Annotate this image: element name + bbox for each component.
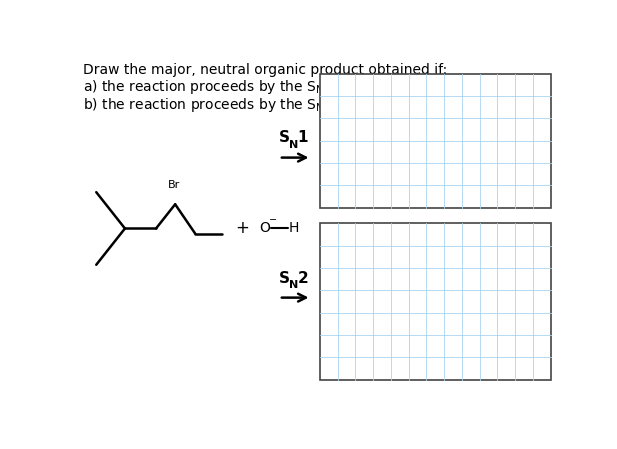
Text: Draw the major, neutral organic product obtained if:: Draw the major, neutral organic product … [83,62,447,76]
Text: $\mathbf{S}$: $\mathbf{S}$ [278,129,290,145]
Text: $\mathbf{2}$: $\mathbf{2}$ [297,269,308,286]
Text: Br: Br [168,180,180,190]
Text: H: H [289,221,299,235]
Text: a) the reaction proceeds by the $\mathregular{S_N}$1 mechanism;: a) the reaction proceeds by the $\mathre… [83,78,421,96]
Bar [320,223,550,379]
Text: $\mathbf{1}$: $\mathbf{1}$ [297,129,308,145]
Text: −: − [269,215,277,225]
Text: O: O [259,221,270,235]
Text: $\mathbf{N}$: $\mathbf{N}$ [289,138,299,150]
Text: b) the reaction proceeds by the $\mathregular{S_N}$2 mechanism.: b) the reaction proceeds by the $\mathre… [83,96,422,114]
Text: +: + [235,219,249,237]
Text: $\mathbf{N}$: $\mathbf{N}$ [289,277,299,290]
Text: $\mathbf{S}$: $\mathbf{S}$ [278,269,290,286]
Bar [320,74,550,208]
